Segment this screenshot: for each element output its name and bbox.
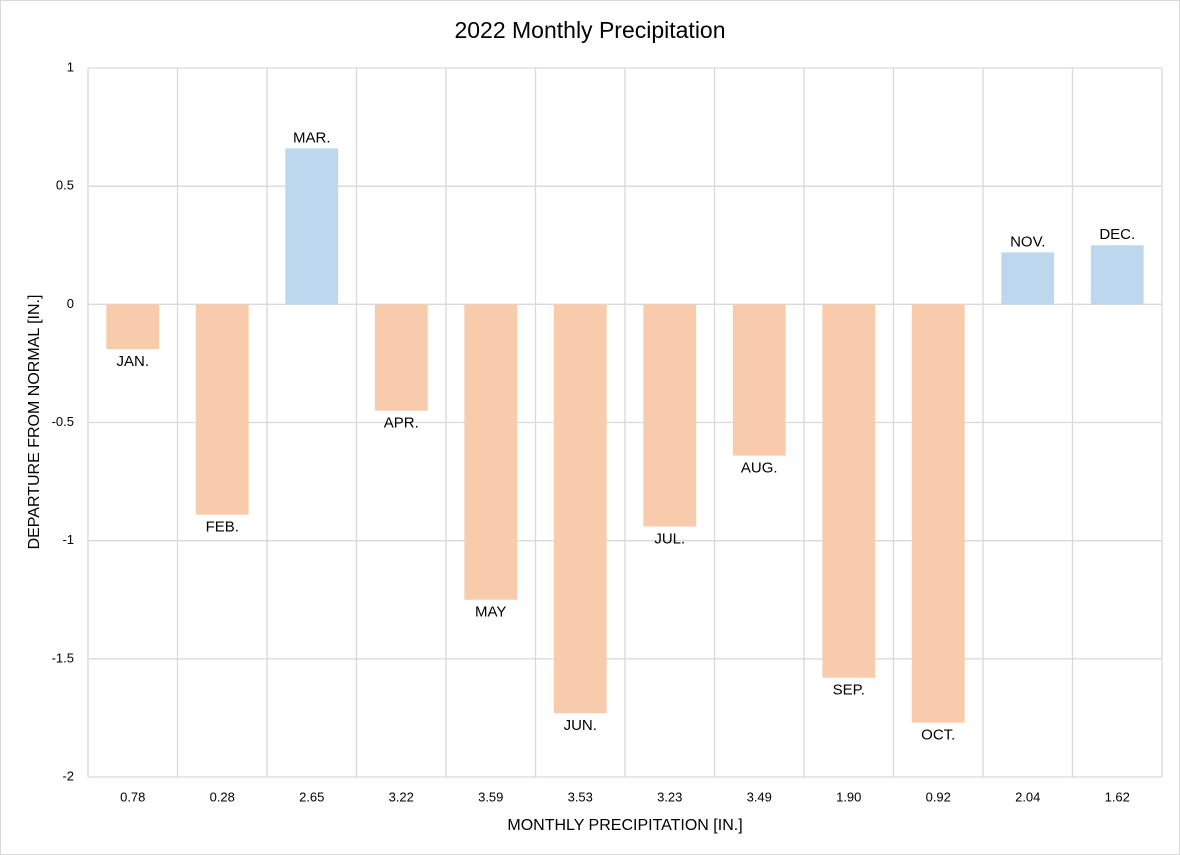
data-label: OCT.: [921, 727, 955, 744]
x-tick-label: 3.53: [568, 789, 593, 804]
data-label: NOV.: [1010, 233, 1045, 250]
bar: [195, 304, 249, 515]
bar: [1090, 245, 1144, 305]
y-tick-label: 0: [67, 296, 74, 311]
data-label: MAY: [475, 604, 506, 621]
x-tick-label: 3.22: [389, 789, 414, 804]
bar: [464, 304, 518, 600]
data-label: APR.: [384, 415, 419, 432]
chart-title: 2022 Monthly Precipitation: [454, 17, 725, 43]
bar: [1001, 252, 1055, 305]
bar: [285, 148, 339, 305]
bar: [732, 304, 786, 456]
y-tick-label: -2: [62, 768, 74, 783]
y-tick-label: 1: [67, 59, 74, 74]
data-label: AUG.: [741, 460, 778, 477]
bar: [911, 304, 965, 723]
y-axis-label: DEPARTURE FROM NORMAL [IN.]: [26, 295, 43, 550]
x-tick-label: 0.78: [120, 789, 145, 804]
data-label: SEP.: [833, 682, 865, 699]
x-tick-label: 2.04: [1015, 789, 1040, 804]
y-tick-label: -1.5: [52, 650, 74, 665]
data-label: MAR.: [293, 129, 331, 146]
x-tick-label: 3.23: [657, 789, 682, 804]
bar: [822, 304, 876, 678]
data-label: JUN.: [564, 717, 597, 734]
data-label: JUL.: [654, 530, 685, 547]
x-axis-label: MONTHLY PRECIPITATION [IN.]: [507, 817, 742, 834]
y-tick-label: -1: [62, 532, 74, 547]
bar: [374, 304, 428, 411]
y-tick-label: 0.5: [56, 178, 74, 193]
x-tick-label: 1.62: [1105, 789, 1130, 804]
y-tick-label: -0.5: [52, 414, 74, 429]
data-label: FEB.: [206, 519, 239, 536]
x-tick-label: 2.65: [299, 789, 324, 804]
data-label: JAN.: [116, 353, 149, 370]
x-tick-label: 1.90: [836, 789, 861, 804]
bar: [643, 304, 697, 527]
x-tick-label: 0.28: [210, 789, 235, 804]
bar: [106, 304, 160, 350]
x-tick-label: 0.92: [926, 789, 951, 804]
data-label: DEC.: [1099, 226, 1135, 243]
x-tick-label: 3.49: [747, 789, 772, 804]
bar: [553, 304, 607, 714]
x-tick-label: 3.59: [478, 789, 503, 804]
